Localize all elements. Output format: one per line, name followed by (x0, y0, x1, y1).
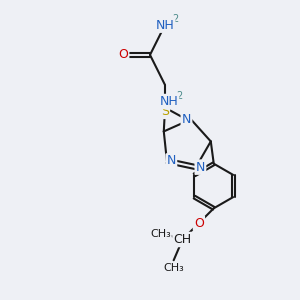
Text: N: N (167, 154, 176, 167)
Text: CH: CH (173, 233, 192, 246)
Text: NH: NH (159, 95, 178, 108)
Text: N: N (182, 113, 191, 126)
Text: O: O (118, 48, 128, 62)
Text: 2: 2 (172, 14, 178, 24)
Text: S: S (161, 105, 169, 118)
Text: 2: 2 (176, 91, 182, 100)
Text: N: N (196, 160, 205, 174)
Text: O: O (194, 217, 204, 230)
Text: CH₃: CH₃ (163, 263, 184, 273)
Text: CH₃: CH₃ (150, 229, 171, 238)
Text: NH: NH (155, 19, 174, 32)
